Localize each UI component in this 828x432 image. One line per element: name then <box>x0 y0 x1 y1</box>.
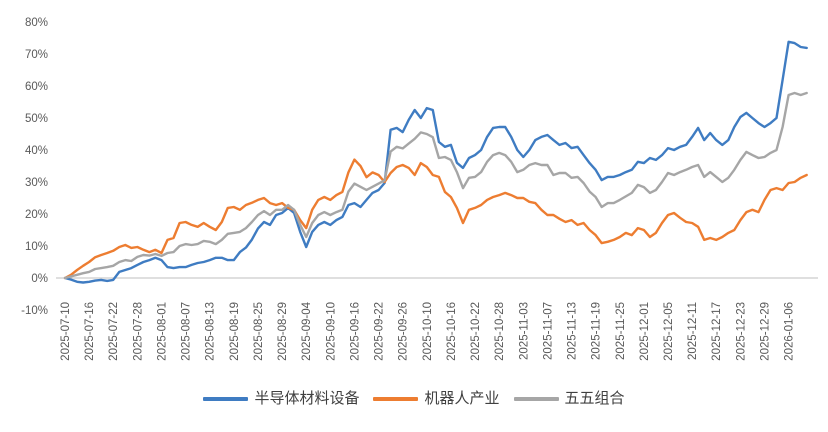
x-axis-tick-label: 2025-08-19 <box>229 302 241 361</box>
legend-label: 五五组合 <box>564 390 625 407</box>
x-axis-tick-label: 2025-11-07 <box>542 302 554 360</box>
legend-item-series-2: 机器人产业 <box>373 390 500 407</box>
legend-item-series-3: 五五组合 <box>513 390 625 407</box>
x-axis-tick-label: 2025-12-17 <box>711 302 723 361</box>
x-axis-tick-label: 2025-09-22 <box>374 302 386 361</box>
y-axis-tick-label: 10% <box>25 241 48 253</box>
chart-legend: 半导体材料设备 机器人产业 五五组合 <box>0 391 828 406</box>
series-line-3 <box>63 91 808 280</box>
x-axis-tick-label: 2025-12-01 <box>639 302 651 361</box>
y-axis: 80% 70% 60% 50% 40% 30% 20% 10% 0% -10% <box>21 17 48 317</box>
x-axis-tick-label: 2025-10-16 <box>446 302 458 361</box>
legend-line-swatch-blue <box>203 396 249 401</box>
legend-line-swatch-gray <box>513 396 559 401</box>
x-axis-tick-label: 2025-08-13 <box>205 302 217 361</box>
x-axis-tick-label: 2025-11-13 <box>567 302 579 360</box>
legend-line-swatch-orange <box>373 396 419 401</box>
y-axis-tick-label: 80% <box>25 17 48 29</box>
y-axis-tick-label: 20% <box>25 209 48 221</box>
x-axis-tick-label: 2025-09-10 <box>325 302 337 361</box>
x-axis-tick-label: 2025-08-29 <box>277 302 289 361</box>
x-axis-tick-label: 2025-12-05 <box>663 302 675 361</box>
x-axis-tick-label: 2025-12-29 <box>759 302 771 361</box>
x-axis-tick-label: 2025-08-01 <box>156 302 168 361</box>
x-axis-tick-label: 2025-10-10 <box>422 302 434 361</box>
x-axis-tick-label: 2025-11-25 <box>615 302 627 360</box>
series-line-2 <box>63 158 808 280</box>
x-axis-tick-label: 2025-09-26 <box>398 302 410 361</box>
x-axis: 2025-07-10 2025-07-16 2025-07-22 2025-07-28… <box>60 301 796 360</box>
y-axis-tick-label: 70% <box>25 49 48 61</box>
x-axis-tick-label: 2025-07-28 <box>132 302 144 361</box>
x-axis-tick-label: 2026-01-06 <box>784 302 796 361</box>
series-line-1 <box>63 40 808 284</box>
x-axis-tick-label: 2025-11-03 <box>518 302 530 360</box>
x-axis-tick-label: 2025-07-10 <box>60 302 72 361</box>
legend-label: 机器人产业 <box>424 390 500 407</box>
y-axis-tick-label: 40% <box>25 145 48 157</box>
y-axis-tick-label: 0% <box>31 273 48 285</box>
legend-item-series-1: 半导体材料设备 <box>203 391 359 406</box>
x-axis-tick-label: 2025-07-16 <box>84 302 96 361</box>
x-axis-tick-label: 2025-09-16 <box>349 302 361 361</box>
x-axis-tick-label: 2025-12-23 <box>735 302 747 361</box>
y-axis-tick-label: 30% <box>25 177 48 189</box>
x-axis-tick-label: 2025-07-22 <box>108 302 120 361</box>
x-axis-tick-label: 2025-08-25 <box>253 302 265 361</box>
x-axis-tick-label: 2025-08-07 <box>181 302 193 361</box>
x-axis-tick-label: 2025-09-04 <box>301 301 313 360</box>
y-axis-tick-label: 50% <box>25 113 48 125</box>
x-axis-tick-label: 2025-11-19 <box>591 302 603 360</box>
legend-label: 半导体材料设备 <box>254 390 360 407</box>
x-axis-tick-label: 2025-10-22 <box>470 302 482 361</box>
x-axis-tick-label: 2025-12-11 <box>687 302 699 360</box>
x-axis-tick-label: 2025-10-28 <box>494 302 506 361</box>
y-axis-tick-label: -10% <box>21 305 48 317</box>
y-axis-tick-label: 60% <box>25 81 48 93</box>
